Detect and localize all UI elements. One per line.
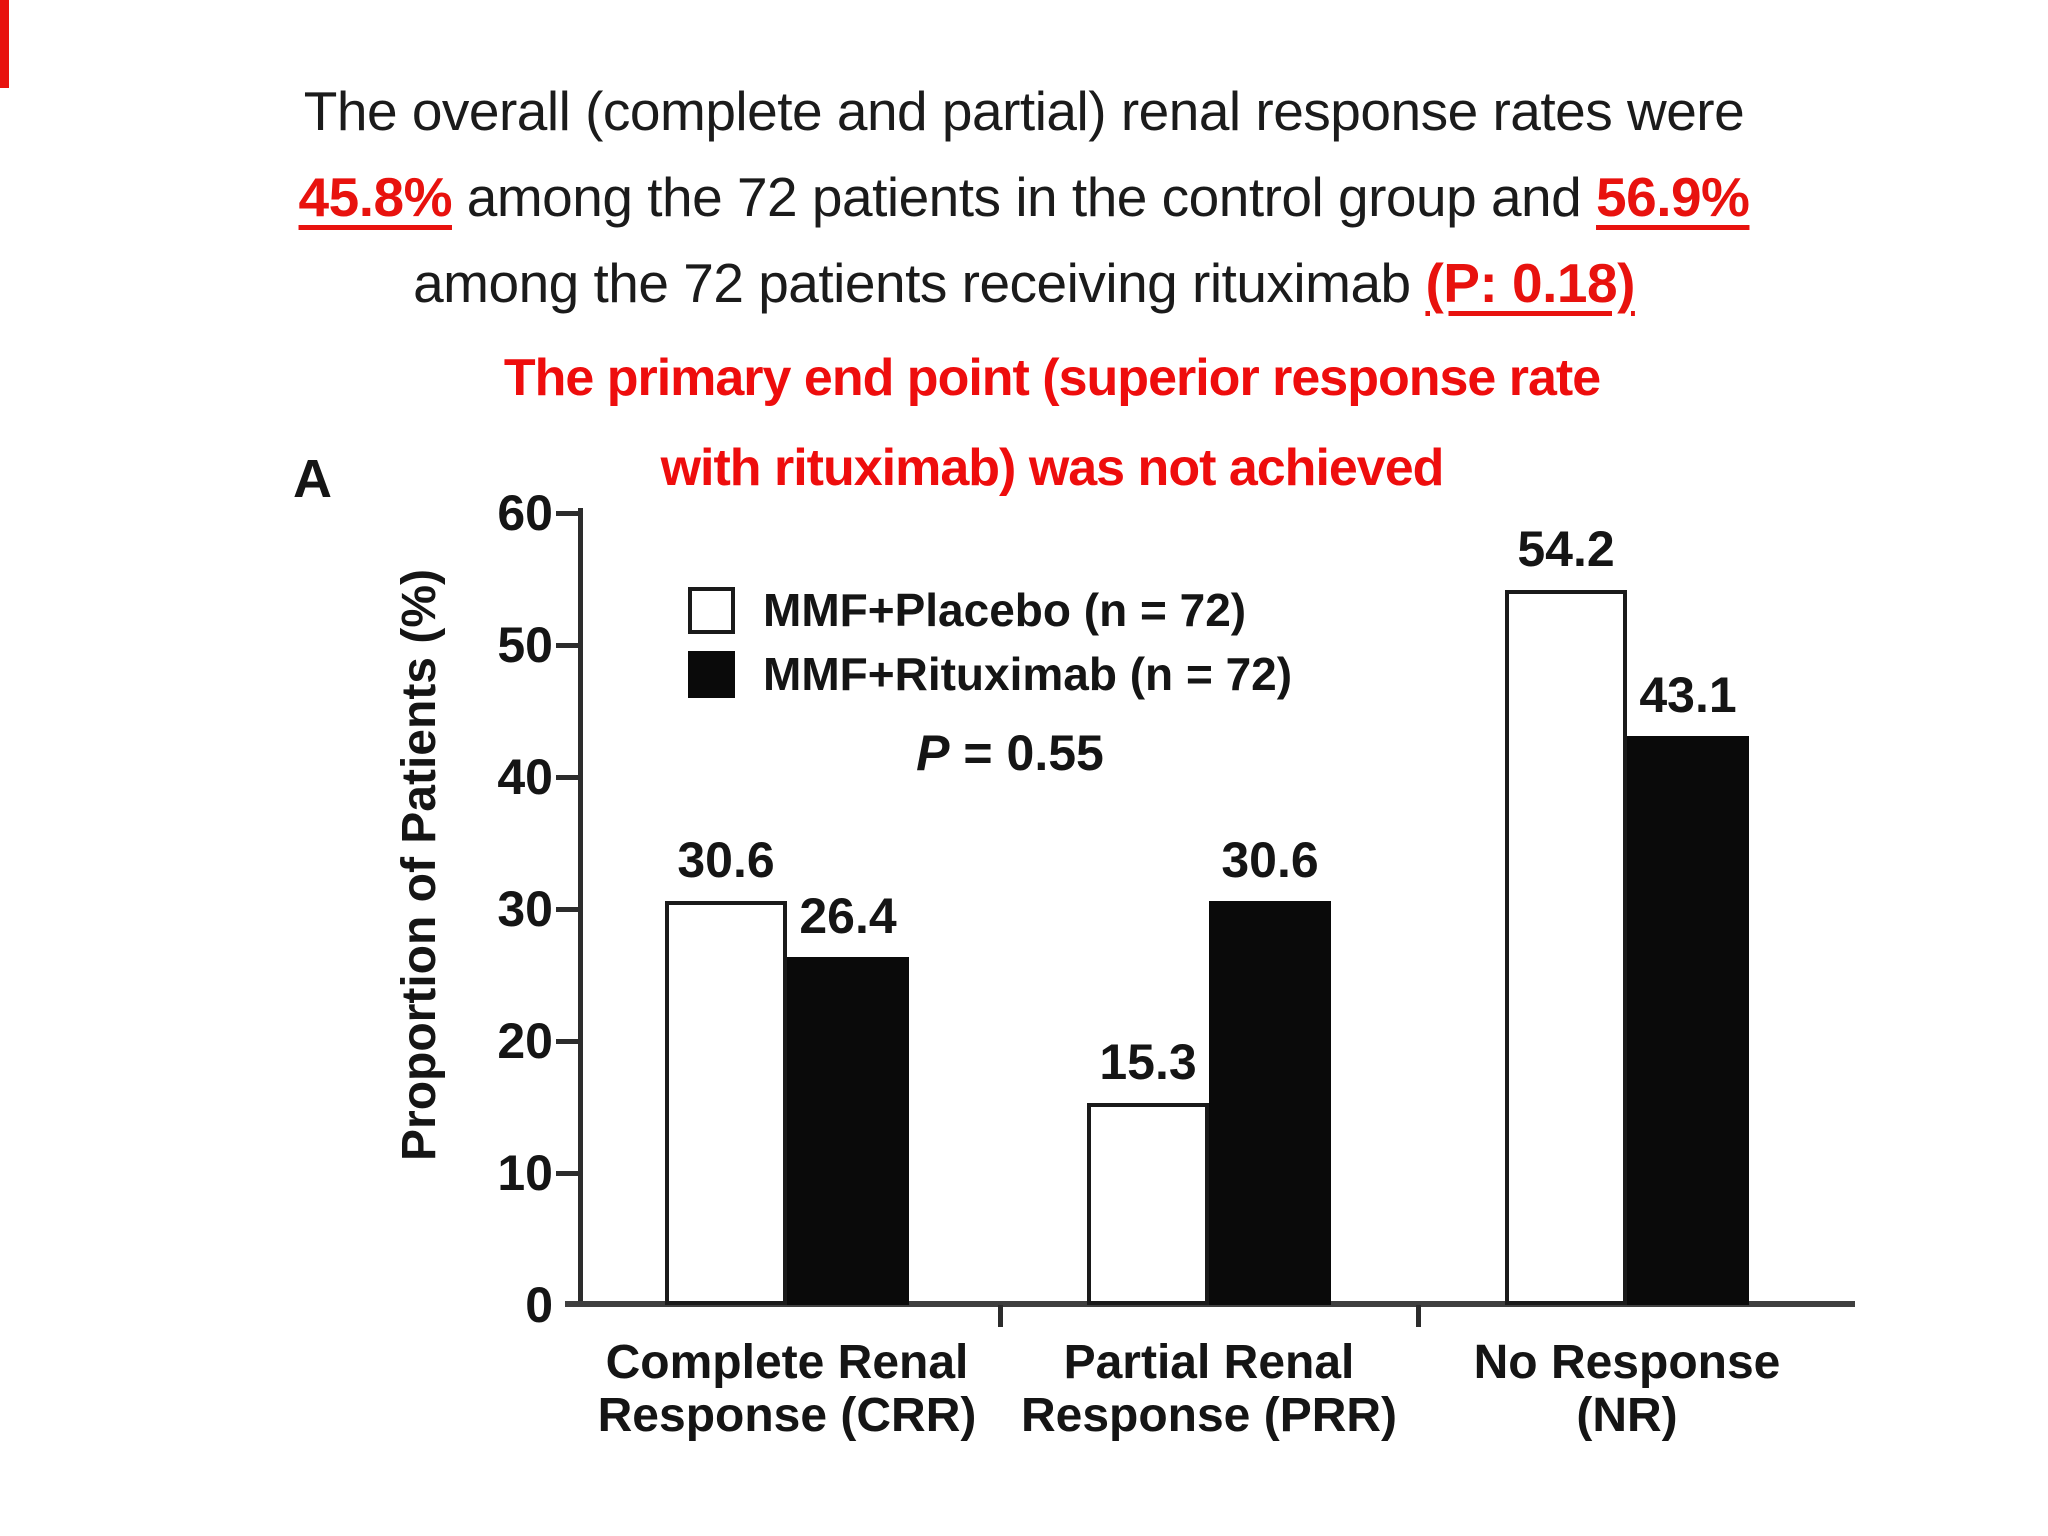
category-label-line: (NR) — [1576, 1389, 1678, 1442]
highlight-45-8: 45.8% — [298, 166, 453, 228]
callout-line-1: The primary end point (superior response… — [503, 349, 1601, 407]
legend-swatch-black — [688, 650, 735, 698]
x-tick-mark-0 — [998, 1305, 1003, 1327]
highlight-p-018: (P: 0.18) — [1425, 252, 1635, 314]
category-label-0: Complete Renal Response (CRR) — [557, 1336, 1017, 1442]
legend-swatch-white — [688, 586, 735, 634]
bar-value-label: 54.2 — [1517, 521, 1615, 577]
y-axis-line — [578, 508, 583, 1307]
y-tick-mark-10 — [556, 1171, 578, 1176]
highlight-56-9: 56.9% — [1596, 166, 1750, 228]
left-edge-red-strip — [0, 0, 9, 88]
bar-placebo-group1 — [1087, 1103, 1209, 1305]
y-tick-label-30: 30 — [497, 881, 553, 937]
y-tick-label-50: 50 — [497, 617, 553, 673]
y-tick-mark-50 — [556, 643, 578, 648]
p-value-annotation: P = 0.55 — [916, 725, 1104, 781]
category-label-line: Response (CRR) — [597, 1389, 977, 1442]
category-label-line: Complete Renal — [605, 1336, 969, 1389]
y-tick-mark-30 — [556, 907, 578, 912]
bar-value-label: 30.6 — [677, 832, 775, 888]
category-label-line: Partial Renal — [1063, 1336, 1355, 1389]
bar-value-label: 43.1 — [1639, 667, 1737, 723]
bar-value-label: 15.3 — [1099, 1034, 1197, 1090]
bar-value-label: 30.6 — [1221, 832, 1319, 888]
bar-rituximab-group1 — [1209, 901, 1331, 1305]
legend-row-placebo: MMF+Placebo (n = 72) — [688, 583, 1292, 637]
legend-row-rituximab: MMF+Rituximab (n = 72) — [688, 647, 1292, 701]
bar-rituximab-group0 — [787, 957, 909, 1305]
legend-label-placebo: MMF+Placebo (n = 72) — [763, 584, 1247, 636]
panel-label-a: A — [293, 449, 332, 509]
category-label-2: No Response (NR) — [1397, 1336, 1857, 1442]
y-tick-label-20: 20 — [497, 1013, 553, 1069]
headline-text: The overall (complete and partial) renal… — [0, 68, 2048, 326]
primary-endpoint-callout: The primary end point (superior response… — [28, 333, 2048, 513]
headline-line-3: among the 72 patients receiving rituxima… — [413, 252, 1635, 314]
y-tick-mark-20 — [556, 1039, 578, 1044]
category-label-1: Partial Renal Response (PRR) — [979, 1336, 1439, 1442]
bar-placebo-group2 — [1505, 590, 1627, 1305]
y-tick-mark-60 — [556, 511, 578, 516]
y-tick-mark-40 — [556, 775, 578, 780]
y-tick-label-60: 60 — [497, 485, 553, 541]
category-label-line: No Response — [1473, 1336, 1781, 1389]
y-tick-label-40: 40 — [497, 749, 553, 805]
y-tick-label-10: 10 — [497, 1145, 553, 1201]
x-tick-mark-1 — [1416, 1305, 1421, 1327]
callout-line-2: with rituximab) was not achieved — [660, 439, 1445, 497]
bar-placebo-group0 — [665, 901, 787, 1305]
bar-rituximab-group2 — [1627, 736, 1749, 1305]
headline-line-2: 45.8% among the 72 patients in the contr… — [298, 166, 1750, 228]
legend: MMF+Placebo (n = 72) MMF+Rituximab (n = … — [688, 583, 1292, 701]
bar-value-label: 26.4 — [799, 888, 897, 944]
legend-label-rituximab: MMF+Rituximab (n = 72) — [763, 648, 1293, 700]
category-label-line: Response (PRR) — [1020, 1389, 1398, 1442]
headline-line-1: The overall (complete and partial) renal… — [303, 80, 1745, 142]
y-tick-label-0: 0 — [525, 1277, 553, 1333]
